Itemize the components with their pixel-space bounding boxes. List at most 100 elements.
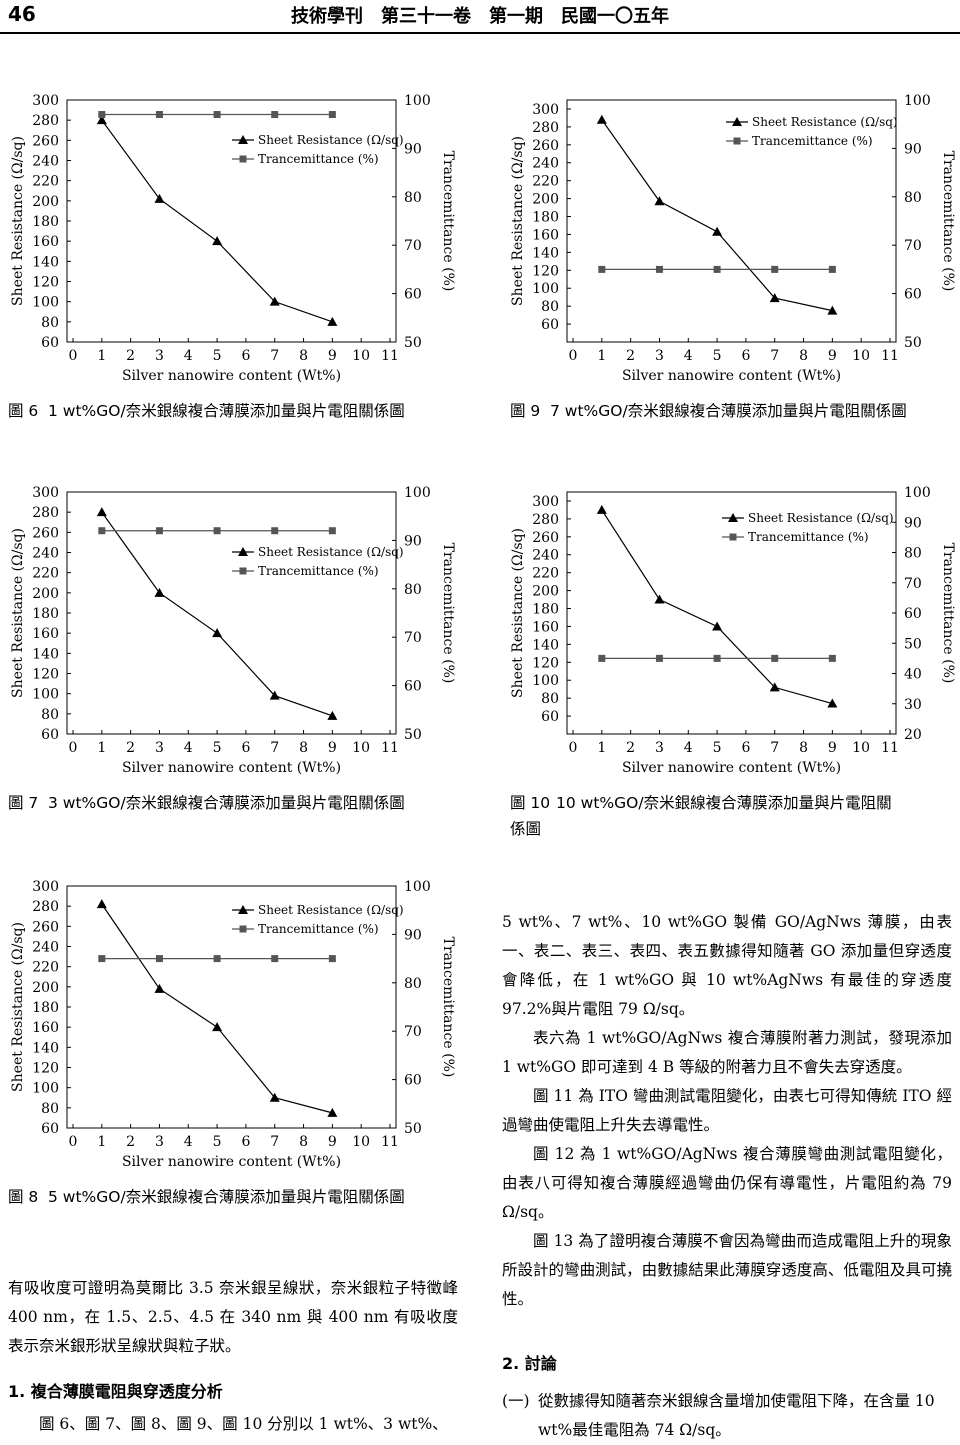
chart-4-x-axis-label: Silver nanowire content (Wt%) — [122, 1154, 341, 1170]
chart-0-x-tick-label-6: 6 — [241, 348, 250, 364]
figure-9-caption-text: 7 wt%GO/奈米銀線複合薄膜添加量與片電阻關係圖 — [550, 402, 907, 420]
chart-1-y-tick-label-8: 220 — [532, 174, 559, 190]
chart-1-x-tick-label-3: 3 — [655, 348, 664, 364]
chart-1-y2-tick-label-1: 60 — [904, 287, 922, 303]
chart-3-x-tick-label-8: 8 — [799, 740, 808, 756]
figure-8-caption: 圖 8 5 wt%GO/奈米銀線複合薄膜添加量與片電阻關係圖 — [8, 1184, 468, 1210]
right-paragraph-1: 5 wt%、7 wt%、10 wt%GO 製備 GO/AgNws 薄膜，由表一、… — [502, 913, 952, 1018]
chart-0-x-tick-label-3: 3 — [155, 348, 164, 364]
chart-4-series-0-point-1 — [154, 983, 165, 993]
chart-2-y-tick-label-7: 200 — [32, 586, 59, 602]
chart-4-x-tick-label-11: 11 — [381, 1134, 399, 1150]
chart-0-series-0-point-3 — [269, 296, 280, 306]
figure-6-chart: 0 1 2 3 4 5 6 7 8 9 10 11 60 80 100 120 140 160 180 200 220 2… — [0, 86, 470, 396]
chart-1-y-tick-label-0: 60 — [541, 317, 559, 333]
chart-1-y-axis-label: Sheet Resistance (Ω/sq) — [510, 136, 526, 306]
chart-1-y-tick-label-6: 180 — [532, 210, 559, 226]
chart-4-y-tick-label-12: 300 — [32, 879, 59, 895]
chart-4-legend-1-marker — [239, 925, 247, 933]
chart-0-legend-1-label: Trancemittance (%) — [258, 152, 379, 166]
chart-2-legend-1-marker — [239, 567, 247, 575]
chart-1-legend-1-label: Trancemittance (%) — [752, 134, 873, 148]
chart-0-series-0-point-2 — [212, 236, 223, 246]
chart-4-y-tick-label-11: 280 — [32, 899, 59, 915]
chart-4-y2-tick-label-4: 90 — [404, 927, 422, 943]
figure-10-caption-text: 10 wt%GO/奈米銀線複合薄膜添加量與片電阻關 — [556, 794, 892, 812]
chart-4-x-tick-label-6: 6 — [241, 1134, 250, 1150]
chart-3-y-tick-label-3: 120 — [532, 655, 559, 671]
chart-0-x-tick-label-8: 8 — [299, 348, 308, 364]
chart-3-plot-frame — [566, 491, 897, 735]
chart-4-y-tick-label-5: 160 — [32, 1020, 59, 1036]
chart-3-series-0-point-3 — [769, 682, 780, 692]
figure-9-caption: 圖 9 7 wt%GO/奈米銀線複合薄膜添加量與片電阻關係圖 — [510, 398, 960, 424]
figure-6-caption-text: 1 wt%GO/奈米銀線複合薄膜添加量與片電阻關係圖 — [48, 402, 405, 420]
right-paragraph-5: 圖 13 為了證明複合薄膜不會因為彎曲而造成電阻上升的現象所設計的彎曲測試，由數… — [502, 1232, 952, 1308]
chart-2-y-axis-label: Sheet Resistance (Ω/sq) — [10, 528, 26, 698]
chart-4-y-tick-label-7: 200 — [32, 980, 59, 996]
chart-3-y-tick-label-0: 60 — [541, 709, 559, 725]
chart-1-series-0-point-3 — [769, 293, 780, 303]
chart-3-y-tick-label-7: 200 — [532, 584, 559, 600]
chart-0-series-0-point-4 — [327, 316, 338, 326]
chart-3-y-tick-label-11: 280 — [532, 512, 559, 528]
chart-2-y2-tick-label-5: 100 — [404, 485, 431, 501]
chart-3-y2-tick-label-2: 40 — [904, 667, 922, 683]
chart-0-x-tick-label-1: 1 — [97, 348, 106, 364]
figure-8-caption-number: 圖 8 — [8, 1188, 39, 1206]
chart-0-y-tick-label-9: 240 — [32, 154, 59, 170]
chart-4-x-tick-label-2: 2 — [126, 1134, 135, 1150]
chart-2-y-tick-label-12: 300 — [32, 485, 59, 501]
chart-0-y-tick-label-7: 200 — [32, 194, 59, 210]
chart-0-x-axis-label: Silver nanowire content (Wt%) — [122, 368, 341, 384]
chart-1-y-tick-label-4: 140 — [532, 245, 559, 261]
chart-2-x-tick-label-6: 6 — [241, 740, 250, 756]
chart-4-y2-tick-label-5: 100 — [404, 879, 431, 895]
page-number: 46 — [8, 2, 36, 26]
figure-8-svg: 0 1 2 3 4 5 6 7 8 9 10 11 60 80 100 120 140 160 180 200 220 2… — [10, 879, 456, 1170]
left-paragraph-1: 有吸收度可證明為莫爾比 3.5 奈米銀呈線狀，奈米銀粒子特徵峰 400 nm，在… — [8, 1274, 458, 1361]
right-paragraph-4: 圖 12 為 1 wt%GO/AgNws 複合薄膜彎曲測試電阻變化，由表八可得知… — [502, 1145, 952, 1221]
chart-1-x-tick-label-9: 9 — [828, 348, 837, 364]
chart-0-series-0-point-1 — [154, 193, 165, 203]
chart-3-x-tick-label-6: 6 — [741, 740, 750, 756]
chart-2-x-tick-label-10: 10 — [352, 740, 370, 756]
chart-1-series-1-point-0 — [598, 265, 606, 273]
chart-4-x-tick-label-0: 0 — [69, 1134, 78, 1150]
chart-3-series-1-point-4 — [828, 654, 836, 662]
chart-0-y2-tick-label-1: 60 — [404, 287, 422, 303]
chart-3-y2-tick-label-6: 80 — [904, 546, 922, 562]
chart-0-x-tick-label-2: 2 — [126, 348, 135, 364]
chart-2-y-tick-label-6: 180 — [32, 606, 59, 622]
chart-0-y-tick-label-8: 220 — [32, 174, 59, 190]
figure-6-caption: 圖 6 1 wt%GO/奈米銀線複合薄膜添加量與片電阻關係圖 — [8, 398, 468, 424]
chart-3-x-tick-label-10: 10 — [852, 740, 870, 756]
chart-4-x-tick-label-8: 8 — [299, 1134, 308, 1150]
journal-header: 技術學刊 第三十一卷 第一期 民國一〇五年 — [291, 6, 669, 27]
chart-0-y-tick-label-10: 260 — [32, 133, 59, 149]
chart-3-legend-0-marker — [728, 513, 738, 522]
discussion-item-1-text: 從數據得知隨著奈米銀線含量增加使電阻下降，在含量 10 wt%最佳電阻為 74 … — [538, 1392, 935, 1439]
chart-0-series-1-point-4 — [328, 111, 336, 119]
chart-1-series-1-point-1 — [655, 265, 663, 273]
chart-2-y2-axis-label: Trancemittance (%) — [440, 543, 456, 684]
chart-4-series-1-point-2 — [213, 955, 221, 963]
chart-0-y-tick-label-1: 80 — [41, 315, 59, 331]
chart-4-legend-1-label: Trancemittance (%) — [258, 922, 379, 936]
figure-7-chart: 0 1 2 3 4 5 6 7 8 9 10 11 60 80 100 120 140 160 180 200 220 2… — [0, 478, 470, 788]
chart-2-x-tick-label-11: 11 — [381, 740, 399, 756]
chart-3-x-tick-label-9: 9 — [828, 740, 837, 756]
chart-1-series-0-point-0 — [596, 114, 607, 124]
chart-0-series-1-point-3 — [271, 111, 279, 119]
chart-2-y-tick-label-3: 120 — [32, 667, 59, 683]
chart-3-legend-0-label: Sheet Resistance (Ω/sq) — [748, 511, 894, 525]
chart-1-series-0-point-2 — [712, 226, 723, 236]
chart-0-series-0-line — [101, 119, 333, 323]
chart-1-x-tick-label-10: 10 — [852, 348, 870, 364]
chart-1-legend-0-marker — [732, 117, 742, 126]
discussion-item-1-marker: (一) — [502, 1392, 530, 1410]
chart-2-legend-0-marker — [238, 547, 248, 556]
figure-10-caption-number: 圖 10 — [510, 794, 551, 812]
chart-0-series-1-point-1 — [155, 111, 163, 119]
